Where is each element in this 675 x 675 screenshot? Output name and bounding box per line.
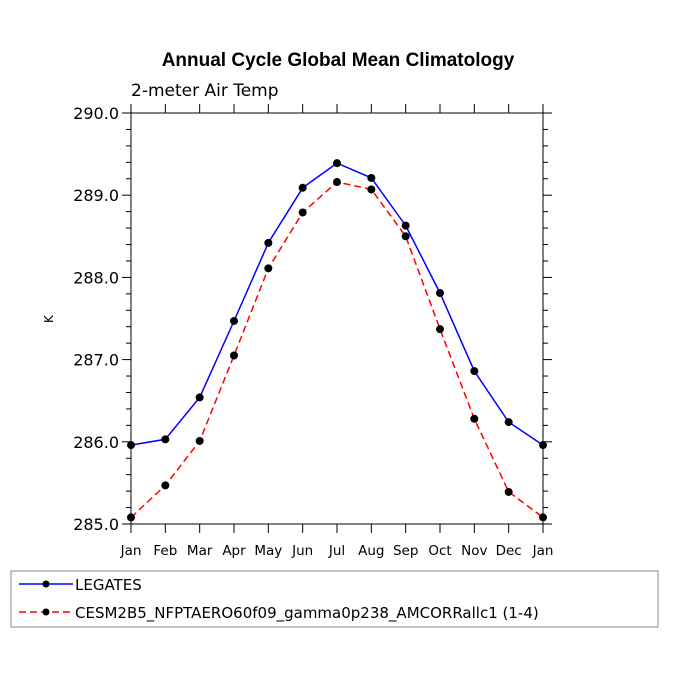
series-1-point (161, 481, 170, 490)
x-tick-label: Jan (120, 543, 142, 559)
y-tick-label: 290.0 (73, 104, 119, 123)
series-0-point (436, 289, 444, 298)
legend-label-cesm: CESM2B5_NFPTAERO60f09_gamma0p238_AMCORRa… (75, 604, 539, 623)
series-1-point (367, 185, 376, 194)
series-0-point (195, 393, 204, 402)
y-tick-label: 285.0 (73, 515, 119, 534)
x-tick-label: Jan (532, 543, 554, 559)
series-line-1 (130, 181, 544, 519)
y-tick-label: 288.0 (73, 268, 119, 287)
series-0-point (401, 221, 410, 230)
x-tick-label: Aug (358, 543, 384, 559)
x-tick-label: Jul (328, 543, 345, 559)
series-0-point (298, 183, 307, 192)
ticks-layer: 285.0 286.0 287.0 288.0 289.0 290.0 Jan Feb Mar A… (73, 104, 553, 559)
series-0-point (264, 238, 273, 247)
y-tick-label: 287.0 (73, 351, 119, 370)
series-line-0 (130, 162, 544, 446)
y-axis-label: K (42, 314, 56, 323)
chart-subtitle: 2-meter Air Temp (131, 81, 279, 101)
series-0-point (161, 435, 170, 444)
series-0-point (504, 418, 513, 427)
series-0-point (367, 173, 376, 182)
series-1-point (436, 325, 444, 334)
x-tick-label: Oct (428, 543, 451, 559)
plot-frame (130, 112, 544, 525)
x-tick-label: Mar (187, 543, 213, 559)
x-tick-label: Dec (496, 543, 522, 559)
series-1-point (333, 178, 341, 187)
series-0-point (333, 159, 341, 168)
x-tick-label: Apr (222, 543, 246, 559)
series-layer (127, 159, 547, 522)
x-tick-label: Jun (291, 543, 313, 559)
series-1-point (470, 414, 479, 423)
series-0-point (230, 316, 238, 325)
series-1-point (298, 208, 307, 217)
x-tick-label: Sep (393, 543, 418, 559)
x-tick-label: Feb (153, 543, 177, 559)
legend: LEGATES CESM2B5_NFPTAERO60f09_gamma0p238… (10, 570, 659, 628)
series-1-point (195, 436, 204, 445)
series-1-point (230, 351, 238, 360)
series-1-point (401, 232, 410, 241)
legend-marker-legates (42, 580, 50, 588)
series-1-point (504, 487, 513, 496)
series-0-point (470, 367, 479, 376)
legend-marker-cesm (42, 608, 50, 616)
y-tick-label: 289.0 (73, 186, 119, 205)
y-tick-label: 286.0 (73, 433, 119, 452)
series-1-point (264, 264, 273, 273)
x-tick-label: May (254, 543, 282, 559)
chart-title: Annual Cycle Global Mean Climatology (162, 50, 515, 71)
legend-label-legates: LEGATES (75, 576, 142, 594)
legend-box (10, 570, 659, 628)
x-tick-label: Nov (461, 543, 487, 559)
